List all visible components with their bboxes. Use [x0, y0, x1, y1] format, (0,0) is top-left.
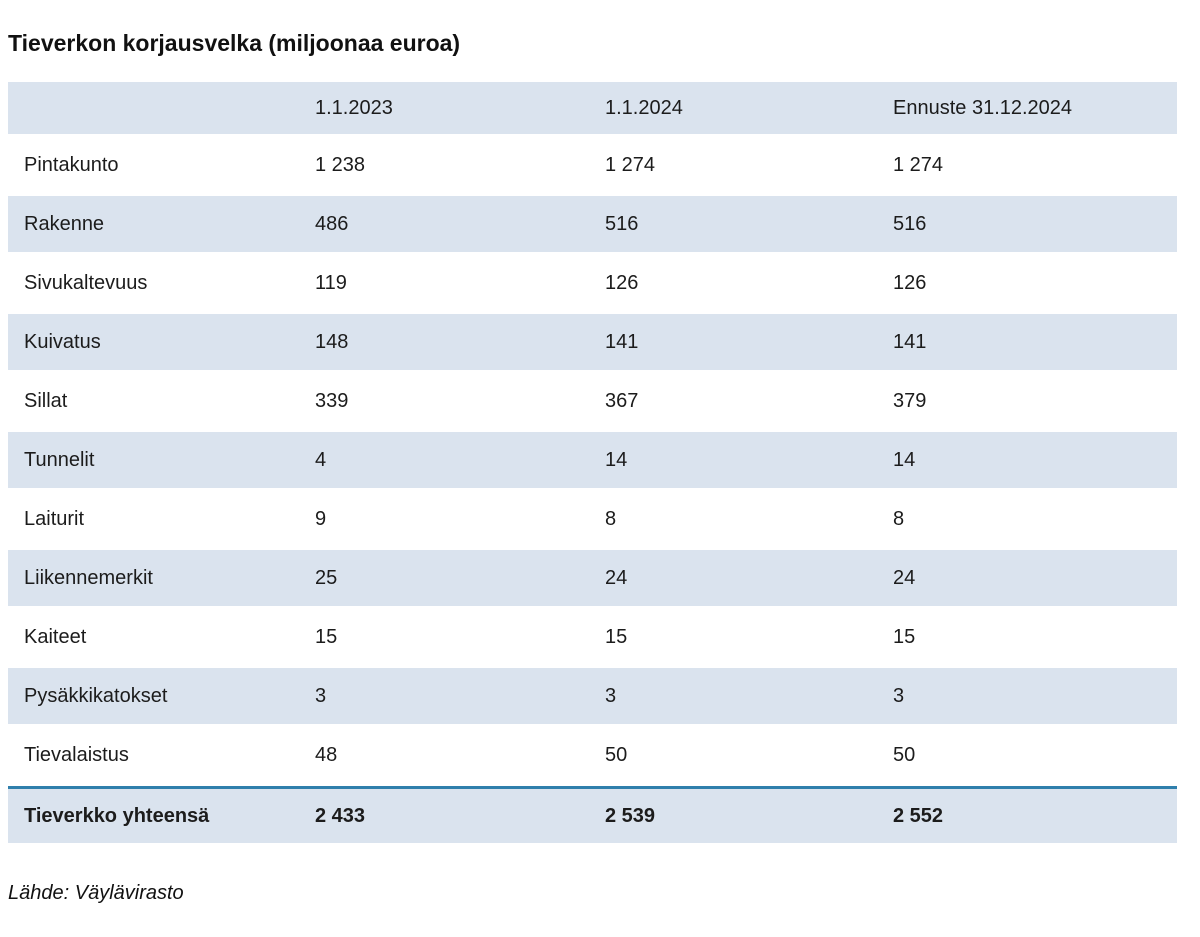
- column-header-2024: 1.1.2024: [605, 96, 683, 119]
- total-row-value: 2 552: [893, 786, 1177, 843]
- row-value: 8: [605, 507, 617, 530]
- row-value: 14: [605, 448, 628, 471]
- row-value: 9: [315, 507, 327, 530]
- column-header-2023: 1.1.2023: [315, 96, 393, 119]
- row-value: 379: [893, 389, 927, 412]
- row-value: 50: [605, 743, 628, 766]
- table-row-pintakunto: Pintakunto 1 238 1 274 1 274: [8, 137, 1177, 193]
- total-row-value: 2 433: [315, 786, 605, 843]
- row-value: 15: [605, 625, 628, 648]
- row-value: 1 238: [315, 153, 366, 176]
- row-value: 119: [315, 271, 347, 294]
- row-value: 8: [893, 507, 905, 530]
- row-value: 141: [893, 330, 927, 353]
- row-value: 339: [315, 389, 349, 412]
- table-row-pysakkikatokset: Pysäkkikatokset 3 3 3: [8, 668, 1177, 724]
- page: Tieverkon korjausvelka (miljoonaa euroa)…: [8, 30, 1177, 904]
- row-value: 126: [605, 271, 639, 294]
- row-value: 367: [605, 389, 639, 412]
- table-row-tunnelit: Tunnelit 4 14 14: [8, 432, 1177, 488]
- row-value: 3: [893, 684, 905, 707]
- table-row-laiturit: Laiturit 9 8 8: [8, 491, 1177, 547]
- row-value: 148: [315, 330, 349, 353]
- table-row-sivukaltevuus: Sivukaltevuus 119 126 126: [8, 255, 1177, 311]
- row-value: 516: [893, 212, 927, 235]
- row-label: Tievalaistus: [24, 743, 129, 766]
- total-row-value: 2 539: [605, 786, 893, 843]
- row-label: Sivukaltevuus: [24, 271, 148, 294]
- row-value: 4: [315, 448, 327, 471]
- row-value: 3: [315, 684, 327, 707]
- row-label: Pintakunto: [24, 153, 119, 176]
- table-row-kaiteet: Kaiteet 15 15 15: [8, 609, 1177, 665]
- row-label: Tunnelit: [24, 448, 95, 471]
- row-value: 486: [315, 212, 349, 235]
- row-label: Kuivatus: [24, 330, 101, 353]
- table-row-sillat: Sillat 339 367 379: [8, 373, 1177, 429]
- page-title: Tieverkon korjausvelka (miljoonaa euroa): [8, 30, 461, 56]
- row-value: 24: [605, 566, 628, 589]
- table-row-rakenne: Rakenne 486 516 516: [8, 196, 1177, 252]
- column-header-forecast: Ennuste 31.12.2024: [893, 96, 1073, 119]
- row-label: Pysäkkikatokset: [24, 684, 168, 707]
- row-label: Rakenne: [24, 212, 105, 235]
- table-row-tievalaistus: Tievalaistus 48 50 50: [8, 727, 1177, 783]
- row-value: 1 274: [893, 153, 944, 176]
- row-label: Laiturit: [24, 507, 85, 530]
- row-value: 24: [893, 566, 916, 589]
- row-label: Liikennemerkit: [24, 566, 153, 589]
- row-value: 516: [605, 212, 639, 235]
- row-value: 50: [893, 743, 916, 766]
- table-row-liikennemerkit: Liikennemerkit 25 24 24: [8, 550, 1177, 606]
- source-note: Lähde: Väylävirasto: [8, 882, 184, 904]
- row-value: 3: [605, 684, 617, 707]
- total-row: Tieverkko yhteensä 2 433 2 539 2 552: [8, 786, 1177, 843]
- table-row-kuivatus: Kuivatus 148 141 141: [8, 314, 1177, 370]
- total-row-label: Tieverkko yhteensä: [8, 786, 315, 843]
- row-value: 126: [893, 271, 927, 294]
- row-value: 141: [605, 330, 639, 353]
- row-label: Kaiteet: [24, 625, 87, 648]
- row-value: 15: [893, 625, 916, 648]
- row-value: 1 274: [605, 153, 656, 176]
- header-row: 1.1.2023 1.1.2024 Ennuste 31.12.2024: [8, 82, 1177, 134]
- row-value: 14: [893, 448, 916, 471]
- row-value: 25: [315, 566, 338, 589]
- repair-debt-table: 1.1.2023 1.1.2024 Ennuste 31.12.2024 Pin…: [8, 79, 1177, 846]
- row-value: 15: [315, 625, 338, 648]
- column-header-empty: [8, 82, 315, 134]
- row-value: 48: [315, 743, 338, 766]
- row-label: Sillat: [24, 389, 68, 412]
